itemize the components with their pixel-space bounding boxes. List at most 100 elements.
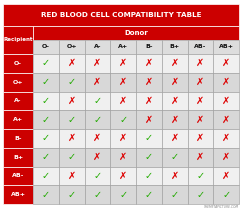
Text: ✗: ✗ <box>119 96 127 106</box>
FancyBboxPatch shape <box>110 129 136 148</box>
Text: ✓: ✓ <box>93 171 101 181</box>
Text: ✗: ✗ <box>93 133 101 143</box>
FancyBboxPatch shape <box>110 54 136 73</box>
FancyBboxPatch shape <box>84 54 110 73</box>
FancyBboxPatch shape <box>84 148 110 166</box>
Text: O+: O+ <box>13 80 23 85</box>
FancyBboxPatch shape <box>59 129 84 148</box>
FancyBboxPatch shape <box>213 54 239 73</box>
Text: ✓: ✓ <box>42 115 50 125</box>
FancyBboxPatch shape <box>84 110 110 129</box>
Text: ✓: ✓ <box>42 58 50 68</box>
Text: ✗: ✗ <box>196 133 204 143</box>
Text: ✗: ✗ <box>222 115 230 125</box>
FancyBboxPatch shape <box>110 92 136 110</box>
FancyBboxPatch shape <box>59 166 84 185</box>
FancyBboxPatch shape <box>162 185 188 204</box>
Text: O+: O+ <box>66 45 77 50</box>
FancyBboxPatch shape <box>33 110 59 129</box>
FancyBboxPatch shape <box>188 110 213 129</box>
Text: A+: A+ <box>118 45 128 50</box>
Text: ✗: ✗ <box>196 96 204 106</box>
FancyBboxPatch shape <box>33 166 59 185</box>
Text: ✗: ✗ <box>93 152 101 162</box>
FancyBboxPatch shape <box>33 26 239 40</box>
FancyBboxPatch shape <box>3 148 33 166</box>
FancyBboxPatch shape <box>59 54 84 73</box>
Text: A-: A- <box>14 98 22 103</box>
Text: O-: O- <box>42 45 50 50</box>
FancyBboxPatch shape <box>136 40 162 54</box>
Text: ✗: ✗ <box>93 77 101 87</box>
FancyBboxPatch shape <box>3 129 33 148</box>
Text: AB+: AB+ <box>219 45 234 50</box>
Text: B-: B- <box>145 45 153 50</box>
Text: ✓: ✓ <box>68 77 76 87</box>
Text: ✗: ✗ <box>222 152 230 162</box>
FancyBboxPatch shape <box>162 110 188 129</box>
Text: ✗: ✗ <box>68 133 76 143</box>
FancyBboxPatch shape <box>136 166 162 185</box>
FancyBboxPatch shape <box>33 185 59 204</box>
Text: ✓: ✓ <box>42 77 50 87</box>
Text: ✓: ✓ <box>145 152 153 162</box>
FancyBboxPatch shape <box>33 148 59 166</box>
Text: ✓: ✓ <box>145 133 153 143</box>
FancyBboxPatch shape <box>3 4 239 26</box>
Text: ✓: ✓ <box>42 96 50 106</box>
Text: ✗: ✗ <box>171 133 179 143</box>
Text: Recipient: Recipient <box>3 37 33 42</box>
Text: ✗: ✗ <box>171 96 179 106</box>
Text: ✗: ✗ <box>119 58 127 68</box>
FancyBboxPatch shape <box>213 129 239 148</box>
Text: ✗: ✗ <box>119 133 127 143</box>
FancyBboxPatch shape <box>136 110 162 129</box>
FancyBboxPatch shape <box>136 54 162 73</box>
FancyBboxPatch shape <box>188 185 213 204</box>
FancyBboxPatch shape <box>33 73 59 92</box>
FancyBboxPatch shape <box>110 166 136 185</box>
FancyBboxPatch shape <box>3 110 33 129</box>
FancyBboxPatch shape <box>3 73 33 92</box>
FancyBboxPatch shape <box>3 166 33 185</box>
FancyBboxPatch shape <box>33 40 59 54</box>
Text: A+: A+ <box>13 117 23 122</box>
Text: ✗: ✗ <box>68 96 76 106</box>
FancyBboxPatch shape <box>59 92 84 110</box>
Text: ✗: ✗ <box>119 152 127 162</box>
Text: B-: B- <box>14 136 22 141</box>
Text: ✗: ✗ <box>119 171 127 181</box>
Text: RED BLOOD CELL COMPATIBILITY TABLE: RED BLOOD CELL COMPATIBILITY TABLE <box>41 12 201 18</box>
Text: B+: B+ <box>13 155 23 160</box>
FancyBboxPatch shape <box>162 92 188 110</box>
Text: ✗: ✗ <box>196 152 204 162</box>
FancyBboxPatch shape <box>162 166 188 185</box>
Text: ✗: ✗ <box>93 58 101 68</box>
Text: ✓: ✓ <box>119 190 127 200</box>
FancyBboxPatch shape <box>3 92 33 110</box>
FancyBboxPatch shape <box>162 40 188 54</box>
Text: ✗: ✗ <box>171 115 179 125</box>
Text: ✓: ✓ <box>42 133 50 143</box>
FancyBboxPatch shape <box>59 73 84 92</box>
FancyBboxPatch shape <box>84 166 110 185</box>
FancyBboxPatch shape <box>59 148 84 166</box>
Text: ✓: ✓ <box>196 171 204 181</box>
FancyBboxPatch shape <box>136 92 162 110</box>
Text: ✓: ✓ <box>93 190 101 200</box>
Text: AB-: AB- <box>12 173 24 178</box>
FancyBboxPatch shape <box>213 166 239 185</box>
Text: ✓: ✓ <box>68 152 76 162</box>
Text: ✗: ✗ <box>196 58 204 68</box>
FancyBboxPatch shape <box>59 185 84 204</box>
Text: ✗: ✗ <box>171 58 179 68</box>
FancyBboxPatch shape <box>188 73 213 92</box>
Text: ✗: ✗ <box>171 171 179 181</box>
Text: ✗: ✗ <box>68 171 76 181</box>
Text: ✗: ✗ <box>196 77 204 87</box>
FancyBboxPatch shape <box>136 148 162 166</box>
Text: ✗: ✗ <box>171 77 179 87</box>
FancyBboxPatch shape <box>84 40 110 54</box>
Text: ✗: ✗ <box>145 58 153 68</box>
FancyBboxPatch shape <box>188 54 213 73</box>
